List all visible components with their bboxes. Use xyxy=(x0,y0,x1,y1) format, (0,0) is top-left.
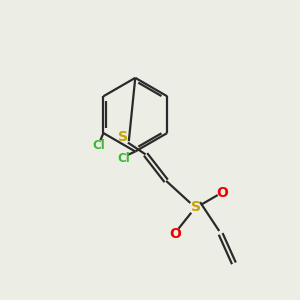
Text: S: S xyxy=(190,200,201,214)
Text: Cl: Cl xyxy=(118,152,130,165)
Text: S: S xyxy=(118,130,128,144)
Text: Cl: Cl xyxy=(93,139,105,152)
Text: O: O xyxy=(169,227,181,241)
Text: O: O xyxy=(216,186,228,200)
